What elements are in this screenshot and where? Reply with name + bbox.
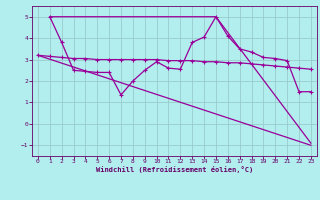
- X-axis label: Windchill (Refroidissement éolien,°C): Windchill (Refroidissement éolien,°C): [96, 166, 253, 173]
